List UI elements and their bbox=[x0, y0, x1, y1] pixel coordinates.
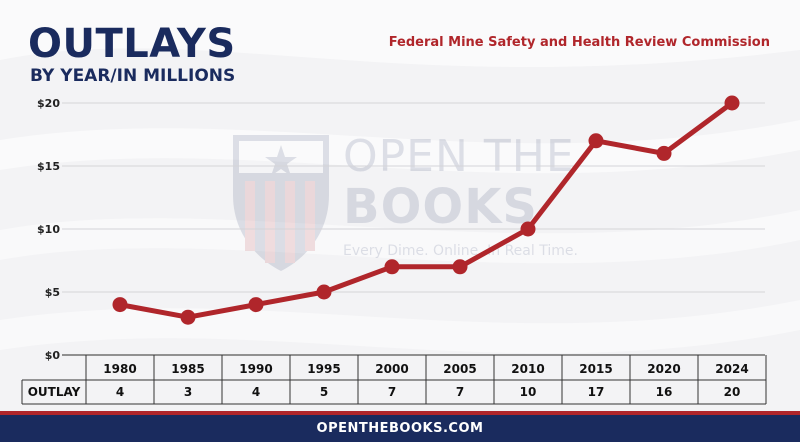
table-value: 20 bbox=[724, 385, 741, 399]
table-value: 7 bbox=[456, 385, 464, 399]
x-tick-label: 2024 bbox=[715, 362, 748, 376]
agency-name: Federal Mine Safety and Health Review Co… bbox=[388, 35, 770, 50]
y-tick-label: $15 bbox=[37, 160, 60, 173]
x-tick-label: 2000 bbox=[375, 362, 408, 376]
x-tick-label: 2015 bbox=[579, 362, 612, 376]
x-tick-label: 1985 bbox=[171, 362, 204, 376]
x-tick-label: 2005 bbox=[443, 362, 476, 376]
data-point bbox=[656, 145, 672, 161]
watermark-line2: BOOKS bbox=[343, 179, 538, 235]
footer-stripe bbox=[0, 411, 800, 415]
table-value: 3 bbox=[184, 385, 192, 399]
data-point bbox=[520, 221, 536, 237]
watermark: OPEN THE BOOKS Every Dime. Online. In Re… bbox=[225, 125, 585, 275]
data-point bbox=[724, 95, 740, 111]
footer: OPENTHEBOOKS.COM bbox=[0, 415, 800, 442]
data-point bbox=[180, 309, 196, 325]
y-tick-label: $5 bbox=[45, 286, 60, 299]
table-value: 4 bbox=[116, 385, 124, 399]
data-point bbox=[112, 297, 128, 313]
x-tick-label: 2010 bbox=[511, 362, 544, 376]
table-value: 10 bbox=[520, 385, 537, 399]
x-tick-label: 1995 bbox=[307, 362, 340, 376]
x-tick-label: 1980 bbox=[103, 362, 136, 376]
y-tick-label: $20 bbox=[37, 97, 60, 110]
watermark-tagline: Every Dime. Online. In Real Time. bbox=[343, 243, 578, 259]
series-line bbox=[117, 100, 735, 320]
table-value: 17 bbox=[588, 385, 605, 399]
y-tick-label: $10 bbox=[37, 223, 60, 236]
data-point bbox=[452, 259, 468, 275]
shield-icon bbox=[233, 135, 329, 271]
page-title: OUTLAYS bbox=[28, 21, 236, 67]
x-tick-label: 2020 bbox=[647, 362, 680, 376]
table-value: 5 bbox=[320, 385, 328, 399]
table-row-label: OUTLAY bbox=[28, 385, 81, 399]
footer-url[interactable]: OPENTHEBOOKS.COM bbox=[316, 421, 484, 436]
table-value: 16 bbox=[656, 385, 673, 399]
data-point bbox=[316, 284, 332, 300]
x-tick-label: 1990 bbox=[239, 362, 272, 376]
y-tick-label: $0 bbox=[45, 349, 61, 362]
data-point bbox=[384, 259, 400, 275]
page-subtitle: BY YEAR/IN MILLIONS bbox=[30, 66, 236, 86]
watermark-line1: OPEN THE bbox=[343, 131, 575, 182]
data-point bbox=[588, 133, 604, 149]
table-value: 7 bbox=[388, 385, 396, 399]
data-point bbox=[248, 297, 264, 313]
table-value: 4 bbox=[252, 385, 260, 399]
